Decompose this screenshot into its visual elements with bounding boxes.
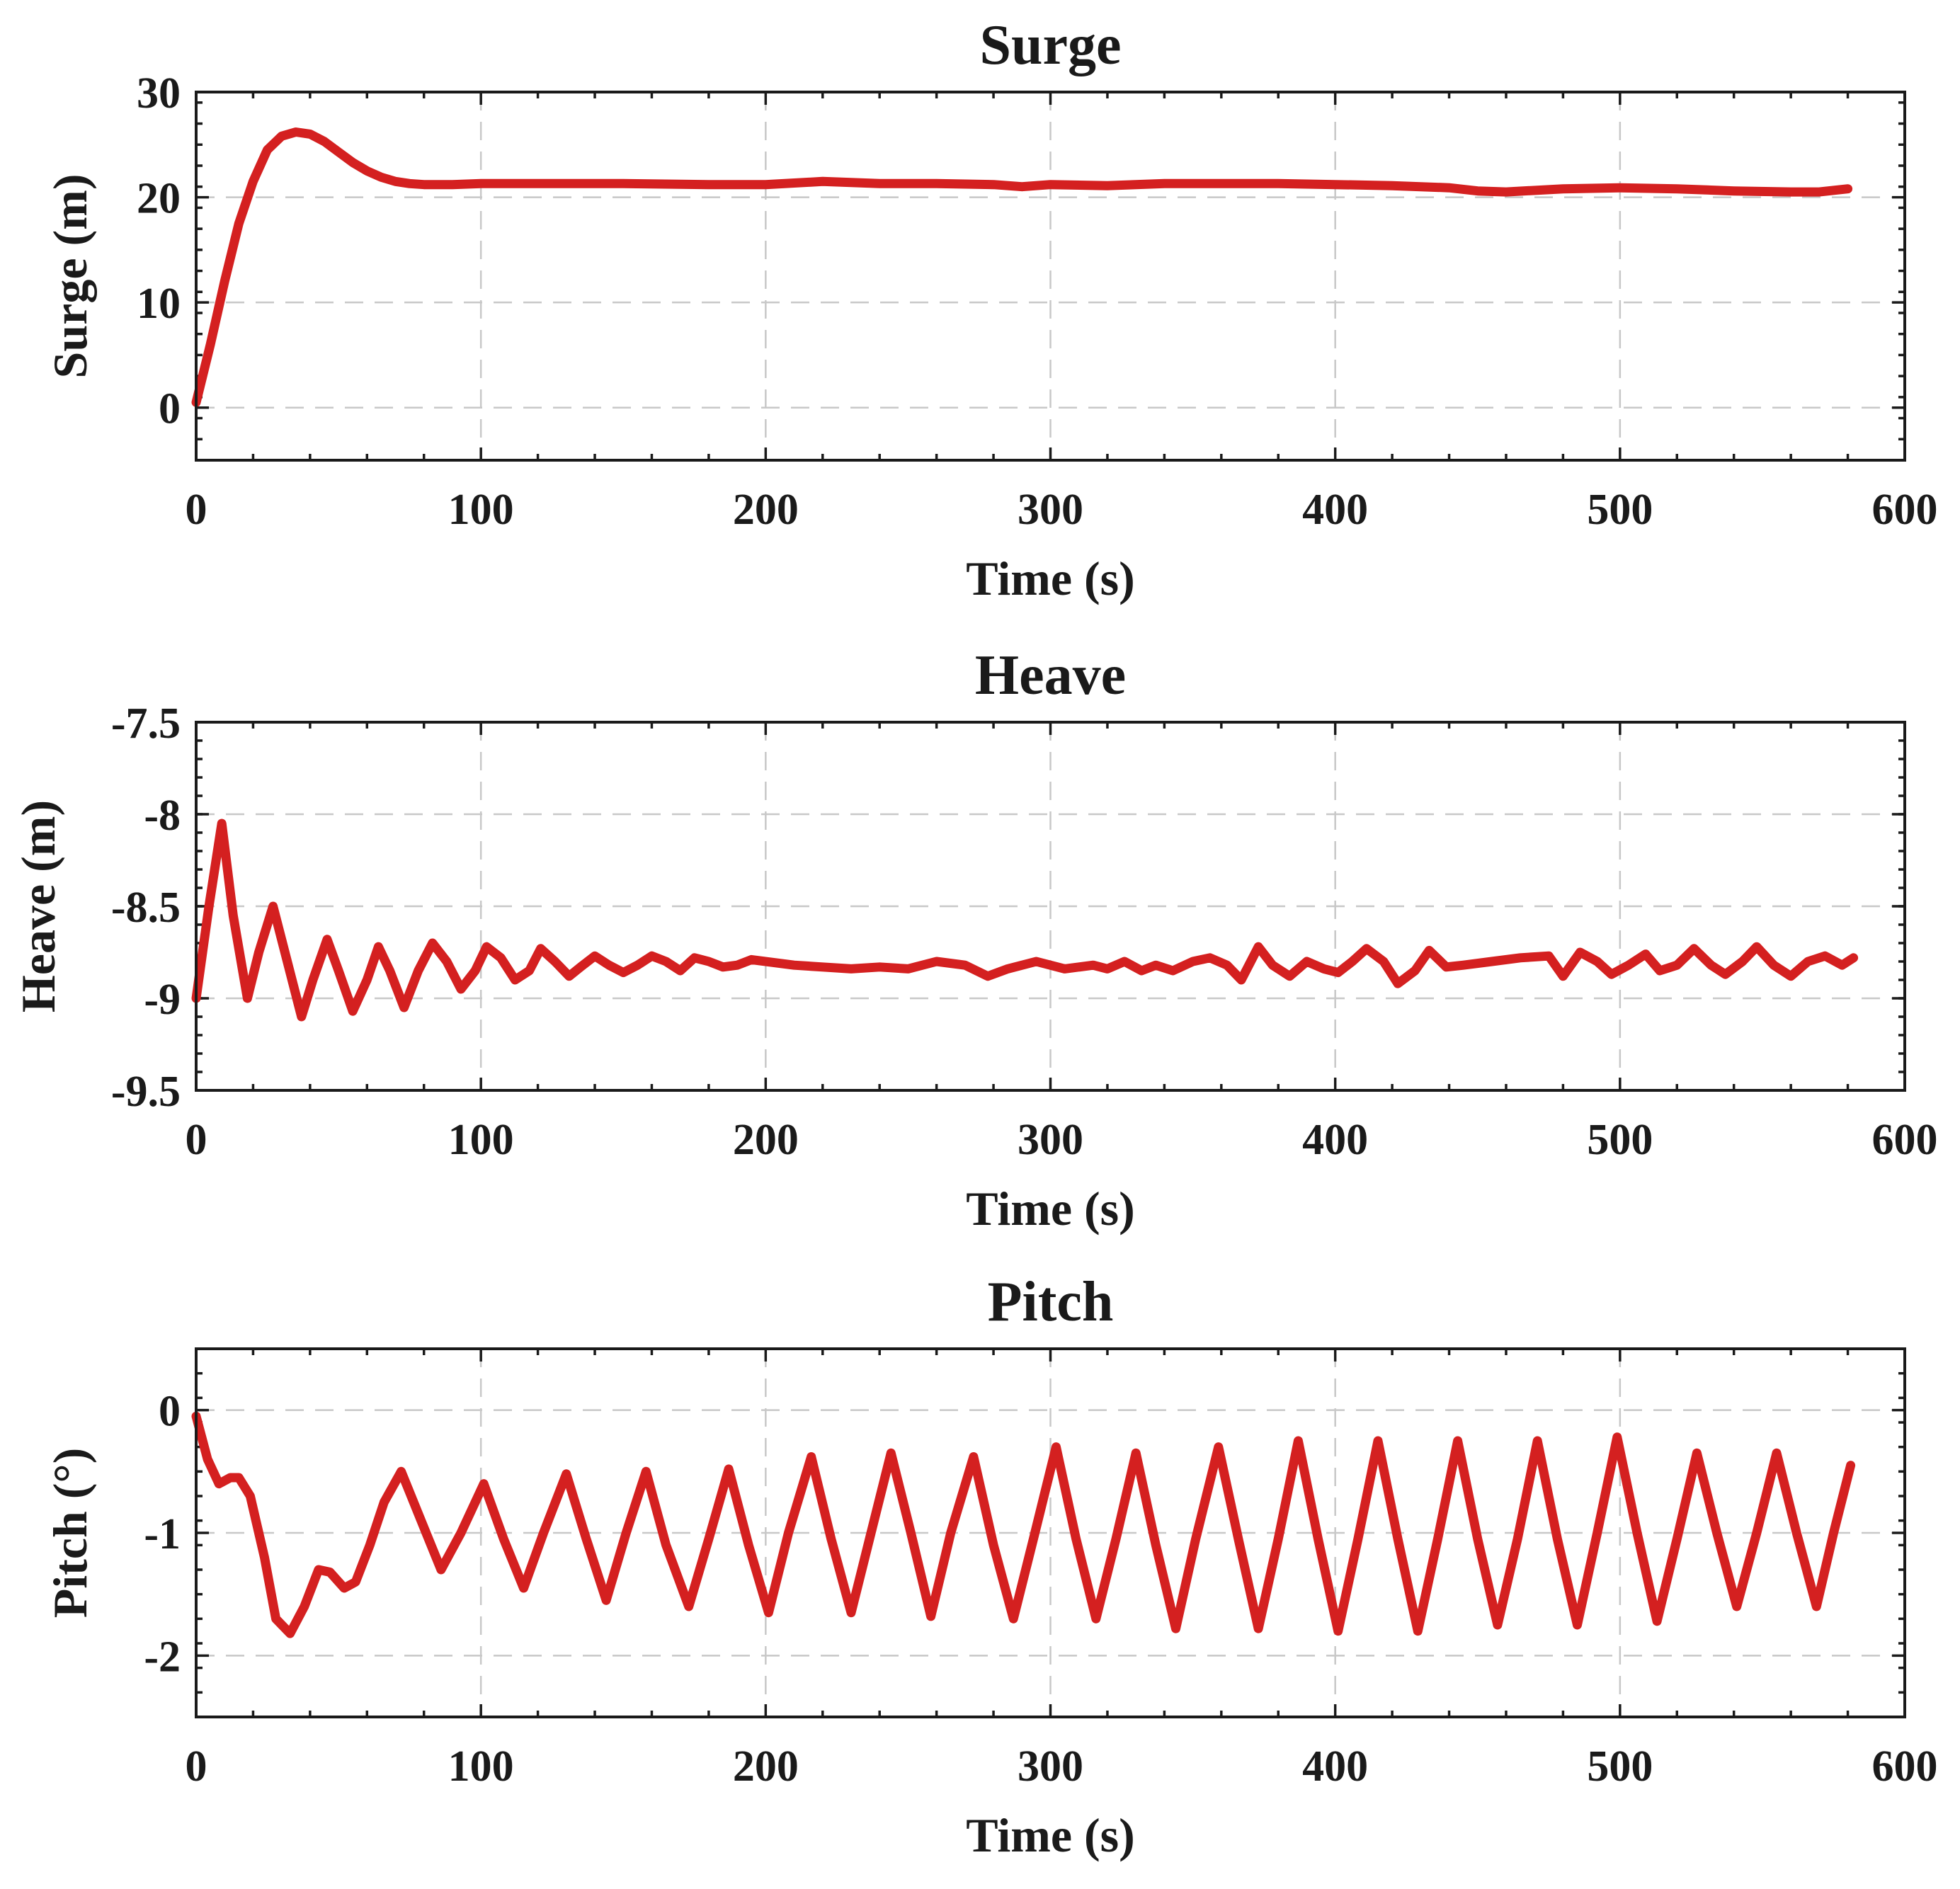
heave-xtick-label-0: 0 <box>186 1116 207 1164</box>
surge-title: Surge <box>980 14 1122 76</box>
surge-ytick-label-0: 0 <box>159 385 181 433</box>
surge-xtick-label-0: 0 <box>186 486 207 534</box>
pitch-ytick-label-1: -1 <box>144 1510 181 1558</box>
heave-xtick-label-6: 600 <box>1872 1116 1938 1164</box>
surge-ylabel: Surge (m) <box>43 174 97 379</box>
surge-xlabel: Time (s) <box>966 552 1135 605</box>
surge-ytick-label-3: 30 <box>137 69 181 118</box>
heave-xtick-label-2: 200 <box>733 1116 799 1164</box>
pitch-series-line-0 <box>191 1411 1856 1638</box>
pitch-xtick-label-0: 0 <box>186 1742 207 1791</box>
surge-xtick-label-5: 500 <box>1587 486 1653 534</box>
pitch-axes-frame <box>195 1347 1906 1718</box>
heave-series-line-0 <box>191 818 1859 1022</box>
pitch-ylabel: Pitch (°) <box>43 1448 97 1619</box>
pitch-xtick-label-1: 100 <box>448 1742 514 1791</box>
heave-axes-frame <box>195 721 1906 1092</box>
heave-xtick-label-5: 500 <box>1587 1116 1653 1164</box>
surge-axes-frame <box>195 91 1906 462</box>
pitch-xtick-label-3: 300 <box>1018 1742 1083 1791</box>
pitch-xlabel: Time (s) <box>966 1808 1135 1862</box>
surge-xtick-label-4: 400 <box>1302 486 1368 534</box>
pitch-xtick-label-6: 600 <box>1872 1742 1938 1791</box>
heave-ytick-label-4: -7.5 <box>111 700 181 748</box>
pitch-xtick-label-2: 200 <box>733 1742 799 1791</box>
pitch-subplot: 0 100 200 300 400 500 600 -2 -1 0 Pitch Time (s) Pit… <box>43 1271 1938 1862</box>
surge-ytick-label-1: 10 <box>137 280 181 328</box>
heave-ylabel: Heave (m) <box>11 800 65 1012</box>
surge-xtick-label-1: 100 <box>448 486 514 534</box>
heave-subplot: 0 100 200 300 400 500 600 -9.5 -9 -8.5 -8 -7.5 Heave… <box>11 644 1938 1235</box>
pitch-ytick-label-0: -2 <box>144 1633 181 1681</box>
surge-series-line-0 <box>191 127 1853 407</box>
heave-title: Heave <box>975 644 1126 707</box>
heave-xtick-label-1: 100 <box>448 1116 514 1164</box>
heave-ytick-label-0: -9.5 <box>111 1068 181 1116</box>
pitch-xtick-label-4: 400 <box>1302 1742 1368 1791</box>
heave-ytick-label-3: -8 <box>144 792 181 840</box>
surge-subplot: 0 100 200 300 400 500 600 0 10 20 30 Surge Time (s) S… <box>43 14 1938 605</box>
heave-xlabel: Time (s) <box>966 1182 1135 1235</box>
surge-xtick-label-3: 300 <box>1018 486 1083 534</box>
pitch-xtick-label-5: 500 <box>1587 1742 1653 1791</box>
heave-ytick-label-1: -9 <box>144 976 181 1024</box>
surge-ytick-label-2: 20 <box>137 175 181 223</box>
surge-xtick-label-6: 600 <box>1872 486 1938 534</box>
heave-ytick-label-2: -8.5 <box>111 884 181 932</box>
surge-xtick-label-2: 200 <box>733 486 799 534</box>
pitch-ytick-label-2: 0 <box>159 1388 181 1436</box>
heave-xtick-label-3: 300 <box>1018 1116 1083 1164</box>
heave-xtick-label-4: 400 <box>1302 1116 1368 1164</box>
pitch-title: Pitch <box>988 1271 1114 1333</box>
